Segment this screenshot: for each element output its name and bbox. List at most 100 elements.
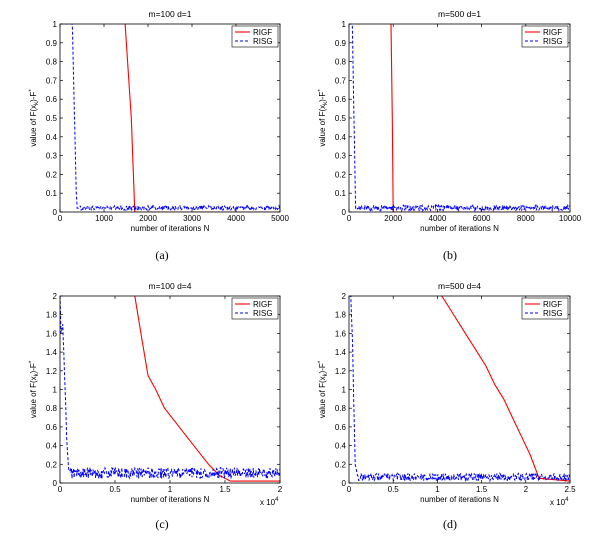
- x-tick-label: 2: [278, 485, 283, 494]
- x-tick-label: 0: [58, 214, 63, 223]
- y-tick-label: 1.6: [335, 329, 347, 338]
- y-tick-label: 2: [342, 292, 347, 301]
- y-tick-label: 1.8: [335, 311, 347, 320]
- y-tick-label: 0.3: [46, 152, 58, 161]
- y-tick-label: 0: [342, 208, 347, 217]
- plot-frame: [59, 23, 281, 213]
- x-tick-label: 0.5: [388, 485, 400, 494]
- legend-label-rigf: RIGF: [543, 300, 562, 309]
- y-tick-label: 0.4: [335, 442, 347, 451]
- series-group: [60, 296, 280, 482]
- y-axis-label: value of F(xk)-F*: [29, 89, 40, 147]
- y-axis-label: value of F(xk)-F*: [318, 360, 329, 418]
- legend-box: [521, 25, 569, 48]
- legend-label-risg: RISG: [543, 309, 563, 318]
- x-tick-label: 2000: [139, 214, 157, 223]
- legend-box: [231, 25, 279, 48]
- x-tick-label: 0: [58, 485, 63, 494]
- x-tick-label: 1.5: [476, 485, 488, 494]
- y-axis-label: value of F(xk)-F*: [29, 360, 40, 418]
- y-tick-label: 0.1: [335, 189, 347, 198]
- y-tick-label: 0.4: [46, 442, 58, 451]
- y-tick-label: 0.8: [46, 404, 58, 413]
- legend-label-risg: RISG: [543, 37, 563, 46]
- y-tick-label: 1: [53, 20, 58, 29]
- series-line-rigf: [134, 296, 280, 482]
- x-tick-label: 8000: [517, 214, 535, 223]
- x-tick-label: 1.5: [219, 485, 231, 494]
- chart-title: m=100 d=4: [148, 281, 191, 291]
- series-line-risg: [60, 24, 280, 212]
- plot-frame: [348, 23, 571, 213]
- y-tick-label: 0.4: [46, 133, 58, 142]
- y-tick-label: 0.6: [46, 423, 58, 432]
- y-tick-label: 0.6: [335, 95, 347, 104]
- legend-box: [521, 297, 569, 320]
- legend-label-risg: RISG: [253, 309, 273, 318]
- chart-panel-3: m=500 d=4 0 0.5 1 1.5 2 2.5 0 0.2 0.4 0.6 0.8 1 1.2 1.…: [318, 281, 576, 507]
- y-tick-label: 0.8: [335, 58, 347, 67]
- y-tick-label: 0.7: [335, 76, 347, 85]
- caption-a: (a): [155, 248, 169, 262]
- y-tick-label: 1: [342, 20, 347, 29]
- series-line-rigf: [124, 24, 280, 212]
- series-line-rigf: [441, 296, 570, 482]
- caption-c: (c): [155, 517, 169, 531]
- x-tick-label: 0: [347, 214, 352, 223]
- y-tick-label: 0.9: [335, 39, 347, 48]
- chart-panel-0: m=100 d=1 0 1000 2000 3000 4000 5000 0 0.1 0.2 0.3…: [29, 9, 289, 233]
- x-tick-label: 6000: [473, 214, 491, 223]
- y-tick-label: 0: [53, 208, 58, 217]
- x-tick-label: 0.5: [109, 485, 121, 494]
- chart-title: m=500 d=1: [438, 9, 481, 19]
- legend-label-rigf: RIGF: [253, 300, 272, 309]
- y-tick-label: 0.6: [335, 423, 347, 432]
- y-tick-label: 1.2: [46, 367, 58, 376]
- series-line-risg: [60, 296, 280, 481]
- y-axis-label: value of F(xk)-F*: [318, 89, 329, 147]
- y-tick-label: 0.8: [335, 404, 347, 413]
- y-tick-label: 0.7: [46, 76, 58, 85]
- x-tick-label: 5000: [271, 214, 289, 223]
- y-tick-label: 0.2: [46, 170, 58, 179]
- legend-label-risg: RISG: [253, 37, 273, 46]
- chart-title: m=100 d=1: [148, 9, 191, 19]
- y-tick-label: 1.2: [335, 367, 347, 376]
- x-axis-multiplier: x 104: [550, 497, 569, 507]
- x-axis-label: number of iterations N: [131, 224, 210, 233]
- x-tick-label: 1: [435, 485, 440, 494]
- y-tick-label: 0.5: [46, 114, 58, 123]
- x-axis-label: number of iterations N: [420, 224, 499, 233]
- y-tick-label: 0.2: [335, 170, 347, 179]
- x-axis-multiplier: x 104: [260, 497, 279, 507]
- x-tick-label: 10000: [559, 214, 582, 223]
- y-tick-label: 0.6: [46, 95, 58, 104]
- plot-frame: [59, 295, 281, 484]
- caption-d: (d): [443, 517, 457, 531]
- caption-b: (b): [443, 248, 457, 262]
- y-tick-label: 0.1: [46, 189, 58, 198]
- y-tick-label: 0: [342, 479, 347, 488]
- y-tick-label: 0.2: [46, 460, 58, 469]
- y-tick-label: 1: [342, 386, 347, 395]
- x-tick-label: 2000: [384, 214, 402, 223]
- series-line-rigf: [390, 24, 570, 212]
- x-tick-label: 3000: [183, 214, 201, 223]
- series-group: [60, 24, 280, 212]
- y-tick-label: 0.2: [335, 460, 347, 469]
- y-tick-label: 1.4: [46, 348, 58, 357]
- y-tick-label: 0.9: [46, 39, 58, 48]
- series-group: [349, 24, 570, 212]
- x-tick-label: 4000: [429, 214, 447, 223]
- series-line-risg: [349, 296, 570, 483]
- series-line-risg: [349, 24, 570, 212]
- x-tick-label: 0: [347, 485, 352, 494]
- x-tick-label: 1000: [95, 214, 113, 223]
- y-tick-label: 1: [53, 386, 58, 395]
- x-axis-label: number of iterations N: [420, 495, 499, 504]
- x-axis-label: number of iterations N: [131, 495, 210, 504]
